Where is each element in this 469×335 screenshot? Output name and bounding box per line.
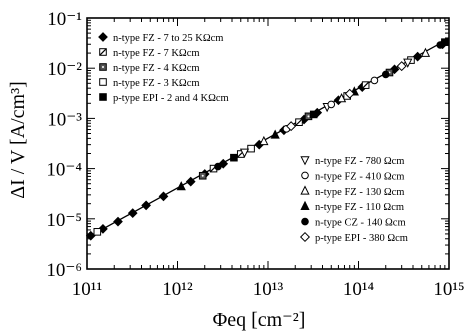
y-tick-label: 10⁻³ <box>47 109 82 130</box>
legend-label: n-type FZ - 4 KΩcm <box>113 63 200 74</box>
data-point <box>362 82 369 89</box>
data-point <box>328 101 335 108</box>
y-tick-label: 10⁻² <box>47 59 82 80</box>
x-tick-label: 10¹⁵ <box>433 279 464 300</box>
data-point <box>437 42 444 49</box>
data-point <box>310 111 317 118</box>
y-tick-label: 10⁻¹ <box>47 9 82 30</box>
legend-label: n-type FZ - 780 Ωcm <box>315 156 404 167</box>
legend-marker <box>100 79 107 86</box>
y-tick-label: 10⁻⁴ <box>46 160 82 181</box>
x-tick-label: 10¹³ <box>253 279 284 300</box>
legend-label: n-type FZ - 3 KΩcm <box>113 78 200 89</box>
x-tick-label: 10¹² <box>162 279 193 300</box>
legend-marker <box>100 64 107 71</box>
data-point <box>199 172 206 179</box>
y-tick-label: 10⁻⁶ <box>46 260 82 281</box>
legend-marker <box>100 94 107 101</box>
legend-label: n-type FZ - 130 Ωcm <box>315 187 404 198</box>
data-point <box>215 163 222 170</box>
legend-marker <box>100 49 107 56</box>
legend-label: n-type FZ - 410 Ωcm <box>315 171 404 182</box>
marker-dot <box>307 115 309 117</box>
legend-marker <box>302 218 309 225</box>
marker-dot <box>202 175 204 177</box>
marker-dot <box>102 66 104 68</box>
data-point <box>382 71 389 78</box>
x-axis-label: Φeq [cm⁻²] <box>213 309 306 331</box>
data-point <box>231 154 238 161</box>
x-tick-label: 10¹¹ <box>72 279 103 300</box>
legend-label: n-type FZ - 110 Ωcm <box>315 202 404 213</box>
legend-label: n-type FZ - 7 KΩcm <box>113 48 200 59</box>
data-point <box>248 145 255 152</box>
y-axis-label: ΔI / V [A/cm³] <box>7 81 29 199</box>
data-point <box>94 229 101 236</box>
legend-label: p-type EPI - 380 Ωcm <box>315 233 408 244</box>
legend-label: p-type EPI - 2 and 4 KΩcm <box>113 93 229 104</box>
y-tick-label: 10⁻⁵ <box>46 210 82 231</box>
legend-label: n-type FZ - 7 to 25 KΩcm <box>113 33 223 44</box>
x-tick-label: 10¹⁴ <box>343 279 375 300</box>
data-point <box>296 119 303 126</box>
legend-label: n-type CZ - 140 Ωcm <box>315 218 406 229</box>
legend-marker <box>302 172 309 179</box>
data-point <box>371 77 378 84</box>
